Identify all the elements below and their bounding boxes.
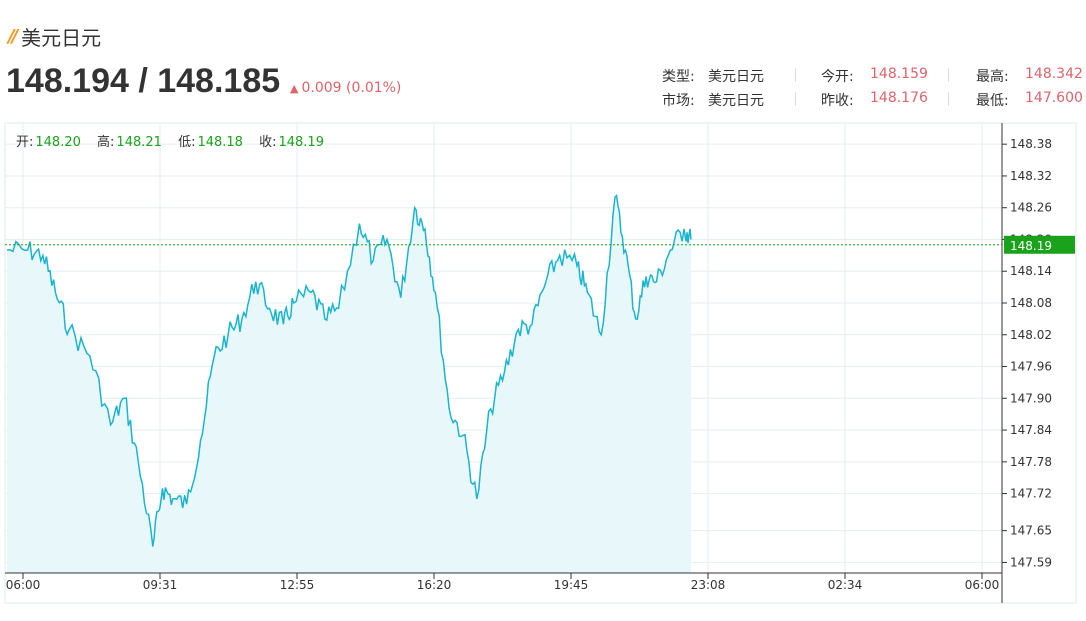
brand-slash-icon: // <box>8 25 18 47</box>
y-tick-label: 148.32 <box>1010 169 1052 183</box>
ohlc-open-value: 148.20 <box>35 135 81 150</box>
chart-grid <box>5 123 1002 573</box>
x-tick-label: 02:34 <box>828 578 863 592</box>
y-tick-label: 147.65 <box>1010 524 1052 538</box>
y-tick-label: 147.78 <box>1010 455 1052 469</box>
ohlc-high-label: 高: <box>97 134 114 150</box>
current-price-tag-label: 148.19 <box>1010 239 1052 253</box>
ohlc-low-value: 148.18 <box>197 135 243 150</box>
y-axis-ticks: 148.38148.32148.26148.20148.14148.08148.… <box>1002 137 1052 569</box>
ohlc-high-value: 148.21 <box>116 135 162 150</box>
y-tick-label: 147.59 <box>1010 555 1052 569</box>
up-arrow-icon: ▲ <box>290 82 299 95</box>
y-tick-label: 148.14 <box>1010 264 1052 278</box>
page-title: 美元日元 <box>21 25 102 50</box>
ohlc-open-label: 开: <box>16 135 33 150</box>
divider <box>948 92 949 106</box>
divider <box>795 92 796 106</box>
ohlc-readout: 开: 148.20 高: 148.21 低: 148.18 收: 148.19 <box>16 134 324 150</box>
y-tick-label: 147.90 <box>1010 391 1052 405</box>
current-price-tag-bg <box>1004 235 1075 254</box>
x-tick-label: 19:45 <box>554 578 589 592</box>
divider <box>795 68 796 82</box>
chart-frame <box>4 122 1077 604</box>
type-value: 美元日元 <box>708 69 764 85</box>
y-tick-label: 147.96 <box>1010 360 1052 374</box>
high-value: 148.342 <box>1025 66 1083 82</box>
price-change: ▲ 0.009 (0.01%) <box>290 80 401 96</box>
x-tick-label: 16:20 <box>417 578 452 592</box>
x-tick-label: 09:31 <box>143 578 178 592</box>
y-tick-label: 147.72 <box>1010 487 1052 501</box>
current-price-tag: 148.19 <box>1004 235 1075 254</box>
x-tick-label: 12:55 <box>280 578 315 592</box>
header-title: // 美元日元 <box>8 22 101 50</box>
price-change-value: 0.009 (0.01%) <box>301 80 402 96</box>
chart-svg[interactable]: 148.38 148.32 148.26 148.20 148.14 148.08 148.… <box>0 121 1086 611</box>
low-label: 最低: <box>976 93 1009 109</box>
market-label: 市场: <box>662 93 695 109</box>
ohlc-low-label: 低: <box>178 135 195 150</box>
series-line <box>6 194 692 547</box>
open-value: 148.159 <box>870 66 928 82</box>
price-chart[interactable]: 148.38 148.32 148.26 148.20 148.14 148.08 148.… <box>0 121 1086 611</box>
low-value: 147.600 <box>1025 90 1083 106</box>
ohlc-close-value: 148.19 <box>278 135 324 150</box>
open-label: 今开: <box>821 69 854 85</box>
series-area <box>7 195 691 573</box>
market-value: 美元日元 <box>708 93 764 109</box>
prev-close-value: 148.176 <box>870 90 928 106</box>
type-label: 类型: <box>662 69 695 85</box>
x-tick-label: 23:08 <box>691 578 726 592</box>
x-axis-ticks: 06:00 09:31 12:55 16:20 19:45 23:08 02:34 06:00 <box>6 573 1000 592</box>
ohlc-close-label: 收: <box>259 135 276 150</box>
y-tick-label: 148.26 <box>1010 201 1052 215</box>
y-tick-label: 148.38 <box>1010 137 1052 151</box>
prev-close-label: 昨收: <box>821 93 854 109</box>
x-tick-label: 06:00 <box>6 578 41 592</box>
y-tick-label: 148.02 <box>1010 328 1052 342</box>
y-tick-label: 147.84 <box>1010 423 1052 437</box>
bid-ask-price: 148.194 / 148.185 <box>6 62 281 100</box>
high-label: 最高: <box>976 69 1009 85</box>
divider <box>948 68 949 82</box>
y-tick-label: 148.08 <box>1010 296 1052 310</box>
x-tick-label: 06:00 <box>965 578 1000 592</box>
